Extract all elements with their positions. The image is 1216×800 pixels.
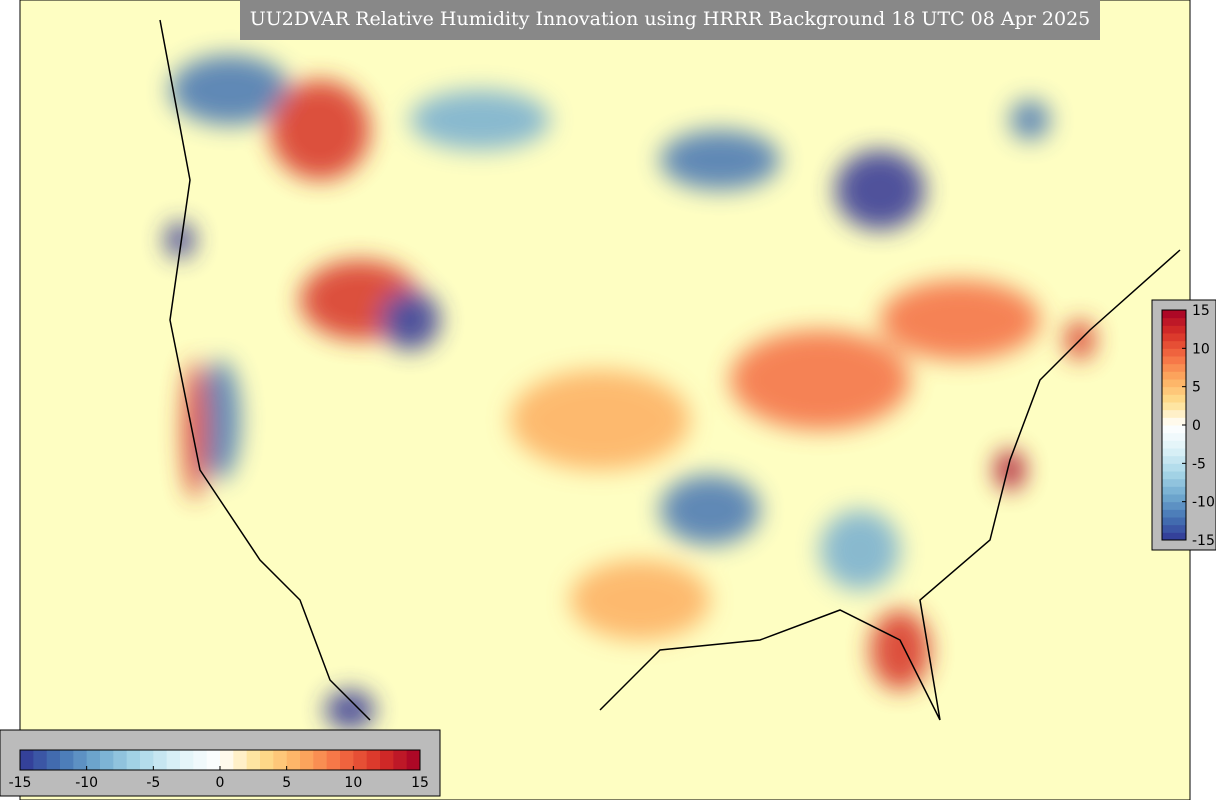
colorbar-segment [246, 750, 261, 770]
colorbar-segment [1162, 310, 1186, 319]
colorbar-segment [313, 750, 328, 770]
colorbar-segment [1162, 432, 1186, 441]
colorbar-segment [1162, 486, 1186, 495]
colorbar-segment [180, 750, 194, 770]
colorbar-segment [1162, 425, 1186, 434]
colorbar-segment [86, 750, 101, 770]
colorbar-segment [1162, 356, 1186, 365]
colorbar-tick-label: 10 [344, 775, 362, 791]
colorbar-segment [100, 750, 114, 770]
colorbar-segment [1162, 463, 1186, 472]
colorbar-tick-label: -5 [1192, 456, 1206, 472]
colorbar-tick-label: -5 [146, 775, 160, 791]
colorbar-segment [1162, 501, 1186, 510]
colorbar-segment [220, 750, 234, 770]
colorbar-segment [1162, 333, 1186, 342]
colorbar-segment [166, 750, 181, 770]
colorbar-segment [406, 750, 421, 770]
colorbar-segment [1162, 317, 1186, 326]
colorbar-segment [286, 750, 301, 770]
colorbar-segment [1162, 455, 1186, 464]
colorbar-segment [1162, 532, 1186, 541]
colorbar-segment [273, 750, 288, 770]
colorbar-segment [1162, 394, 1186, 403]
colorbar-segment [1162, 417, 1186, 426]
colorbar-segment [153, 750, 168, 770]
colorbar-tick-label: -10 [1192, 495, 1215, 511]
colorbar-segment [1162, 371, 1186, 380]
colorbar-tick-label: 15 [1192, 303, 1210, 319]
colorbar-segment [193, 750, 208, 770]
colorbar-segment [366, 750, 381, 770]
colorbar-segment [33, 750, 48, 770]
colorbar-segment [206, 750, 221, 770]
colorbar-segment [260, 750, 274, 770]
colorbar-segment [1162, 471, 1186, 480]
colorbar-tick-label: 15 [411, 775, 429, 791]
map-title: UU2DVAR Relative Humidity Innovation usi… [250, 8, 1091, 30]
colorbar-segment [300, 750, 314, 770]
colorbar-segment [1162, 494, 1186, 503]
colorbar-segment [393, 750, 408, 770]
colorbar-segment [340, 750, 354, 770]
colorbars: -15 -10 -5 0 5 10 15 15 10 5 0 -5 -10 -15 [9, 303, 1215, 791]
colorbar-segment [20, 750, 34, 770]
colorbar-segment [60, 750, 74, 770]
colorbar-segment [1162, 340, 1186, 349]
colorbar-segment [1162, 478, 1186, 487]
colorbar-tick-label: 0 [1192, 418, 1201, 434]
colorbar-tick-label: -15 [9, 775, 32, 791]
colorbar-segment [1162, 440, 1186, 449]
colorbar-tick-label: 5 [1192, 380, 1201, 396]
colorbar-segment [353, 750, 368, 770]
colorbar-segment [380, 750, 394, 770]
colorbar-segment [1162, 509, 1186, 518]
colorbar-segment [1162, 363, 1186, 372]
colorbar-segment [126, 750, 141, 770]
colorbar-segment [1162, 448, 1186, 457]
coastline [159, 19, 1181, 721]
colorbar-tick-label: 0 [216, 775, 225, 791]
colorbar-segment [46, 750, 61, 770]
colorbar-segment [1162, 386, 1186, 395]
colorbar-segment [1162, 379, 1186, 388]
colorbar-segment [1162, 409, 1186, 418]
humidity-field [165, 55, 1095, 730]
colorbar-segment [326, 750, 341, 770]
colorbar-tick-label: 5 [282, 775, 291, 791]
colorbar-tick-label: -10 [75, 775, 98, 791]
colorbar-tick-label: -15 [1192, 533, 1215, 549]
colorbar-segment [1162, 402, 1186, 411]
colorbar-segment [1162, 517, 1186, 526]
colorbar-tick-label: 10 [1192, 341, 1210, 357]
colorbar-segment [140, 750, 154, 770]
colorbar-segment [73, 750, 88, 770]
colorbar-segment [113, 750, 128, 770]
colorbar-segment [1162, 325, 1186, 334]
colorbar-segment [1162, 524, 1186, 533]
colorbar-segment [1162, 348, 1186, 357]
title-box [240, 0, 1100, 40]
colorbar-segment [233, 750, 248, 770]
